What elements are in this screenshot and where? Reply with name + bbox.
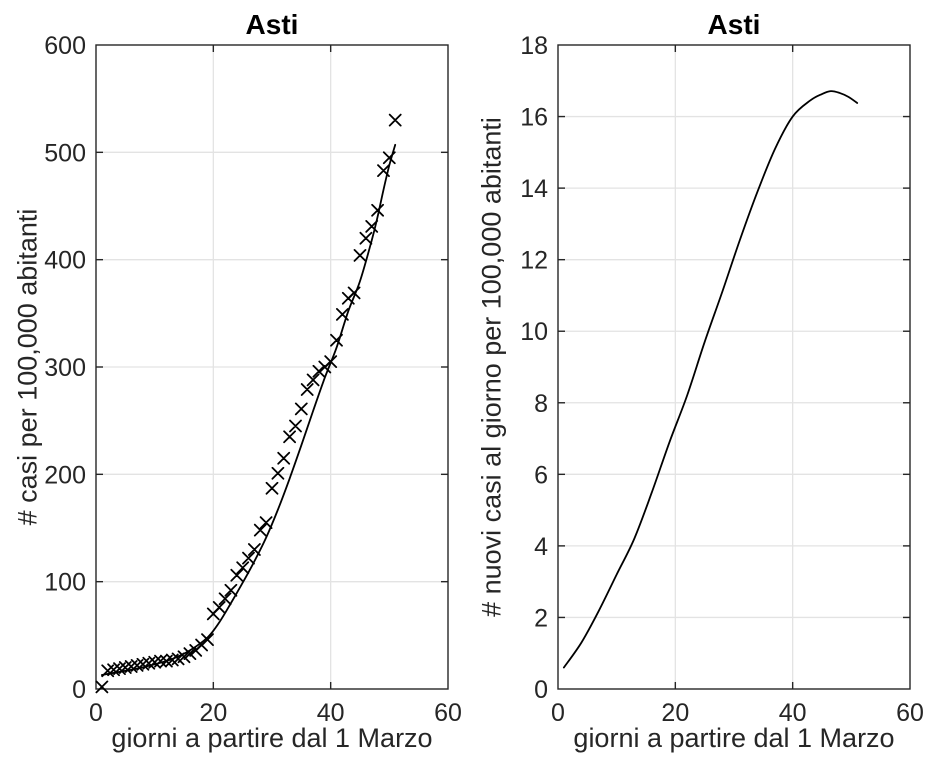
right-ytick-label: 12 [520,247,548,275]
left-xtick-label: 20 [199,699,227,727]
right-plot-ylabel: # nuovi casi al giorno per 100,000 abita… [476,117,507,617]
right-ytick-label: 4 [534,533,548,561]
left-ytick-label: 100 [44,569,86,597]
left-xtick-label: 60 [434,699,462,727]
right-axes-box [557,44,911,690]
left-plot-ylabel: # casi per 100,000 abitanti [12,208,43,526]
left-plot-xlabel: giorni a partire dal 1 Marzo [111,723,433,753]
right-xtick-label: 0 [551,699,565,727]
right-plot-title: Asti [707,9,761,40]
right-xtick-label: 40 [779,699,807,727]
right-xtick-label: 60 [896,699,924,727]
right-curve [562,90,859,669]
right-xtick-label: 20 [661,699,689,727]
right-plot-xlabel: giorni a partire dal 1 Marzo [573,723,895,753]
left-ytick-label: 500 [44,139,86,167]
left-ytick-label: 400 [44,247,86,275]
right-ytick-label: 14 [520,175,548,203]
right-ytick-label: 6 [534,461,548,489]
left-ytick-label: 300 [44,354,86,382]
left-ytick-label: 600 [44,32,86,60]
right-ytick-label: 18 [520,32,548,60]
right-ytick-label: 0 [534,676,548,704]
left-xtick-label: 0 [89,699,103,727]
right-ytick-label: 16 [520,104,548,132]
left-curve [100,143,397,676]
left-scatter-markers [95,113,402,694]
left-ytick-label: 200 [44,461,86,489]
left-ytick-label: 0 [72,676,86,704]
right-ytick-label: 2 [534,604,548,632]
right-plot-panel: 0 20 40 60 0 2 4 6 8 10 12 14 16 18 [520,32,924,727]
right-ytick-label: 8 [534,390,548,418]
right-ytick-label: 10 [520,318,548,346]
left-xtick-label: 40 [317,699,345,727]
left-plot-title: Asti [245,9,299,40]
